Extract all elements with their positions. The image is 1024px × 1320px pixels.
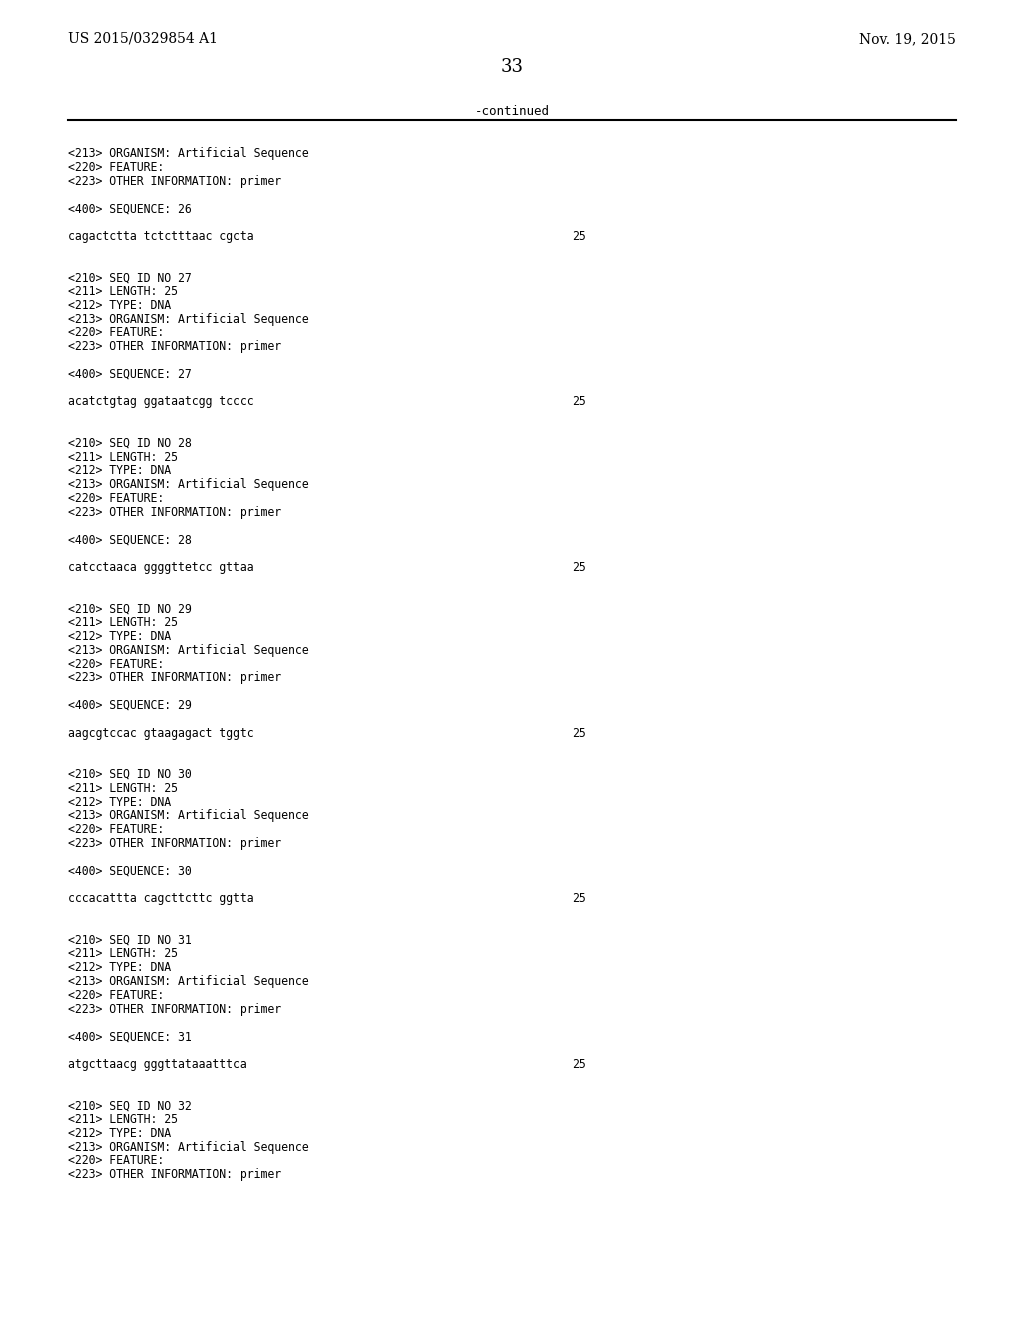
Text: <213> ORGANISM: Artificial Sequence: <213> ORGANISM: Artificial Sequence: [68, 147, 308, 160]
Text: 25: 25: [572, 1057, 586, 1071]
Text: 33: 33: [501, 58, 523, 77]
Text: <223> OTHER INFORMATION: primer: <223> OTHER INFORMATION: primer: [68, 506, 282, 519]
Text: <210> SEQ ID NO 28: <210> SEQ ID NO 28: [68, 437, 191, 450]
Text: <211> LENGTH: 25: <211> LENGTH: 25: [68, 1113, 178, 1126]
Text: <212> TYPE: DNA: <212> TYPE: DNA: [68, 630, 171, 643]
Text: 25: 25: [572, 561, 586, 574]
Text: <400> SEQUENCE: 26: <400> SEQUENCE: 26: [68, 202, 191, 215]
Text: <210> SEQ ID NO 32: <210> SEQ ID NO 32: [68, 1100, 191, 1113]
Text: <213> ORGANISM: Artificial Sequence: <213> ORGANISM: Artificial Sequence: [68, 975, 308, 987]
Text: US 2015/0329854 A1: US 2015/0329854 A1: [68, 32, 218, 46]
Text: <213> ORGANISM: Artificial Sequence: <213> ORGANISM: Artificial Sequence: [68, 644, 308, 657]
Text: <211> LENGTH: 25: <211> LENGTH: 25: [68, 450, 178, 463]
Text: <211> LENGTH: 25: <211> LENGTH: 25: [68, 616, 178, 630]
Text: 25: 25: [572, 892, 586, 906]
Text: <210> SEQ ID NO 27: <210> SEQ ID NO 27: [68, 271, 191, 284]
Text: <213> ORGANISM: Artificial Sequence: <213> ORGANISM: Artificial Sequence: [68, 809, 308, 822]
Text: <223> OTHER INFORMATION: primer: <223> OTHER INFORMATION: primer: [68, 174, 282, 187]
Text: <220> FEATURE:: <220> FEATURE:: [68, 161, 164, 174]
Text: 25: 25: [572, 726, 586, 739]
Text: <400> SEQUENCE: 28: <400> SEQUENCE: 28: [68, 533, 191, 546]
Text: <213> ORGANISM: Artificial Sequence: <213> ORGANISM: Artificial Sequence: [68, 1140, 308, 1154]
Text: <220> FEATURE:: <220> FEATURE:: [68, 492, 164, 506]
Text: <223> OTHER INFORMATION: primer: <223> OTHER INFORMATION: primer: [68, 341, 282, 354]
Text: catcctaaca ggggttetcc gttaa: catcctaaca ggggttetcc gttaa: [68, 561, 254, 574]
Text: <212> TYPE: DNA: <212> TYPE: DNA: [68, 298, 171, 312]
Text: <210> SEQ ID NO 30: <210> SEQ ID NO 30: [68, 768, 191, 781]
Text: 25: 25: [572, 396, 586, 408]
Text: <211> LENGTH: 25: <211> LENGTH: 25: [68, 948, 178, 961]
Text: <400> SEQUENCE: 31: <400> SEQUENCE: 31: [68, 1030, 191, 1043]
Text: -continued: -continued: [474, 106, 550, 117]
Text: <220> FEATURE:: <220> FEATURE:: [68, 989, 164, 1002]
Text: <213> ORGANISM: Artificial Sequence: <213> ORGANISM: Artificial Sequence: [68, 313, 308, 326]
Text: <400> SEQUENCE: 27: <400> SEQUENCE: 27: [68, 368, 191, 380]
Text: <212> TYPE: DNA: <212> TYPE: DNA: [68, 796, 171, 809]
Text: <212> TYPE: DNA: <212> TYPE: DNA: [68, 961, 171, 974]
Text: <220> FEATURE:: <220> FEATURE:: [68, 326, 164, 339]
Text: <223> OTHER INFORMATION: primer: <223> OTHER INFORMATION: primer: [68, 1003, 282, 1015]
Text: cagactctta tctctttaac cgcta: cagactctta tctctttaac cgcta: [68, 230, 254, 243]
Text: atgcttaacg gggttataaatttca: atgcttaacg gggttataaatttca: [68, 1057, 247, 1071]
Text: 25: 25: [572, 230, 586, 243]
Text: <211> LENGTH: 25: <211> LENGTH: 25: [68, 781, 178, 795]
Text: <220> FEATURE:: <220> FEATURE:: [68, 824, 164, 836]
Text: <210> SEQ ID NO 31: <210> SEQ ID NO 31: [68, 933, 191, 946]
Text: <220> FEATURE:: <220> FEATURE:: [68, 1155, 164, 1167]
Text: <212> TYPE: DNA: <212> TYPE: DNA: [68, 465, 171, 478]
Text: aagcgtccac gtaagagact tggtc: aagcgtccac gtaagagact tggtc: [68, 726, 254, 739]
Text: acatctgtag ggataatcgg tcccc: acatctgtag ggataatcgg tcccc: [68, 396, 254, 408]
Text: <223> OTHER INFORMATION: primer: <223> OTHER INFORMATION: primer: [68, 672, 282, 684]
Text: <223> OTHER INFORMATION: primer: <223> OTHER INFORMATION: primer: [68, 837, 282, 850]
Text: <213> ORGANISM: Artificial Sequence: <213> ORGANISM: Artificial Sequence: [68, 478, 308, 491]
Text: <212> TYPE: DNA: <212> TYPE: DNA: [68, 1127, 171, 1139]
Text: cccacattta cagcttcttc ggtta: cccacattta cagcttcttc ggtta: [68, 892, 254, 906]
Text: <400> SEQUENCE: 30: <400> SEQUENCE: 30: [68, 865, 191, 878]
Text: <210> SEQ ID NO 29: <210> SEQ ID NO 29: [68, 602, 191, 615]
Text: Nov. 19, 2015: Nov. 19, 2015: [859, 32, 956, 46]
Text: <400> SEQUENCE: 29: <400> SEQUENCE: 29: [68, 700, 191, 711]
Text: <211> LENGTH: 25: <211> LENGTH: 25: [68, 285, 178, 298]
Text: <223> OTHER INFORMATION: primer: <223> OTHER INFORMATION: primer: [68, 1168, 282, 1181]
Text: <220> FEATURE:: <220> FEATURE:: [68, 657, 164, 671]
